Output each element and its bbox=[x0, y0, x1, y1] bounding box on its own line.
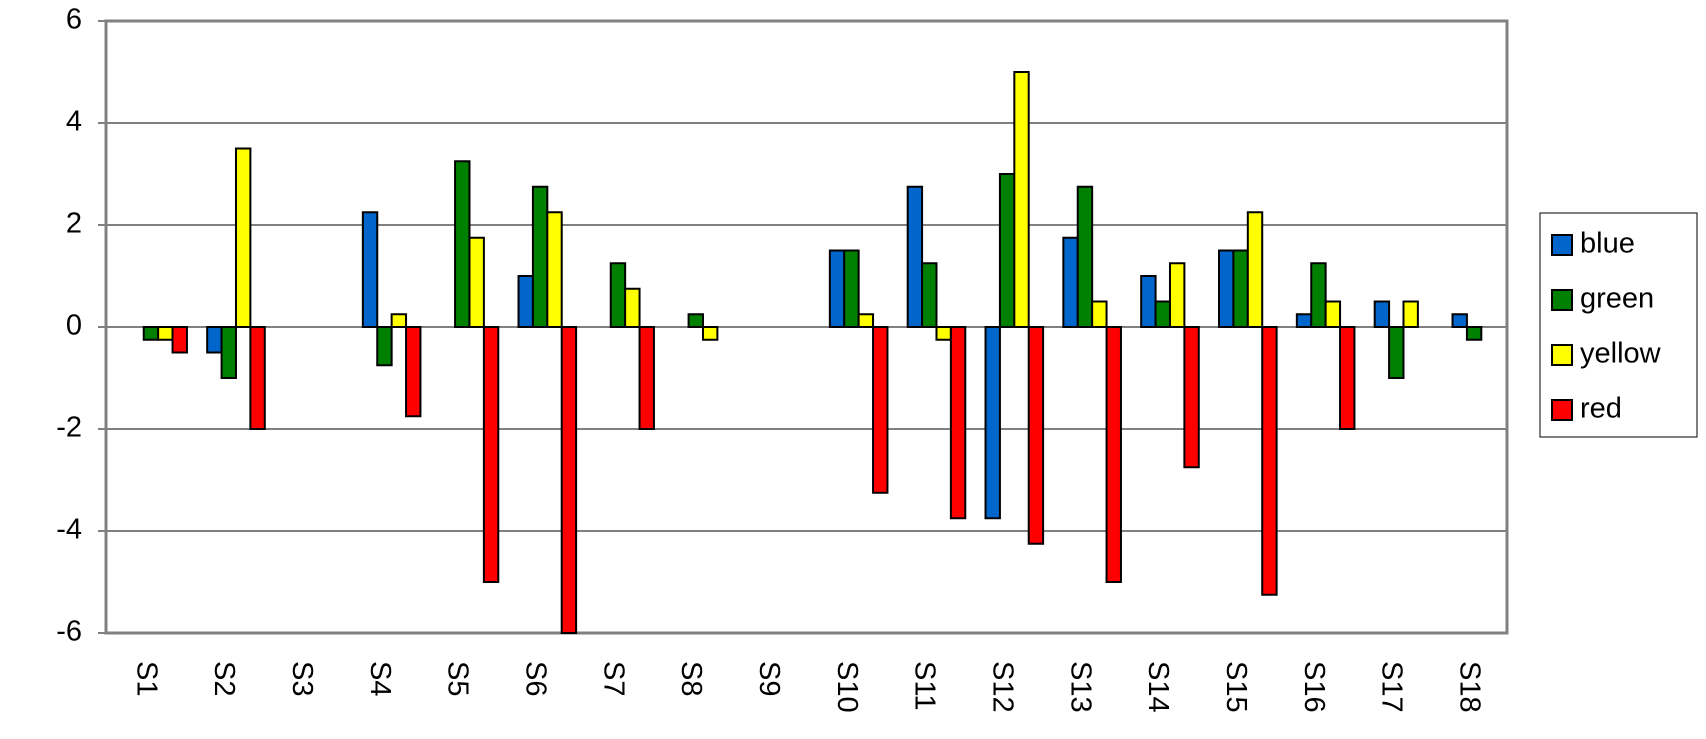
bar bbox=[1310, 262, 1327, 328]
y-tick-label: 2 bbox=[66, 208, 82, 240]
bar bbox=[857, 313, 875, 328]
legend-swatch bbox=[1551, 289, 1573, 311]
x-tick-label: S6 bbox=[519, 661, 551, 696]
bar bbox=[638, 326, 655, 430]
legend-label: red bbox=[1580, 393, 1622, 425]
x-tick-label: S2 bbox=[208, 661, 240, 696]
y-tick-label: -6 bbox=[56, 616, 82, 648]
x-tick-label: S18 bbox=[1453, 661, 1485, 713]
bar bbox=[1295, 313, 1313, 328]
bar bbox=[376, 326, 393, 367]
bar bbox=[1105, 326, 1122, 583]
x-tick-label: S4 bbox=[364, 661, 396, 696]
bar bbox=[701, 326, 719, 341]
x-tick-label: S11 bbox=[909, 661, 941, 710]
bar bbox=[531, 185, 549, 328]
bar bbox=[872, 326, 889, 494]
bar bbox=[687, 313, 704, 328]
bar bbox=[1154, 300, 1171, 328]
bar bbox=[1076, 185, 1094, 328]
bar bbox=[984, 326, 1001, 520]
bar bbox=[1373, 300, 1391, 328]
bar bbox=[1218, 249, 1235, 328]
bar bbox=[206, 326, 223, 354]
bar bbox=[1451, 313, 1468, 328]
x-tick-label: S9 bbox=[753, 661, 785, 696]
y-tick-label: -4 bbox=[56, 514, 82, 546]
bar bbox=[482, 326, 500, 583]
y-tick-label: 4 bbox=[66, 106, 82, 138]
bar bbox=[828, 249, 846, 328]
legend-label: blue bbox=[1580, 228, 1635, 260]
y-tick-label: -2 bbox=[56, 412, 82, 444]
y-tick-label: 6 bbox=[66, 4, 82, 36]
x-tick-label: S15 bbox=[1220, 661, 1252, 713]
bar bbox=[906, 185, 924, 328]
bar bbox=[1140, 275, 1157, 328]
bar bbox=[560, 326, 578, 634]
bar bbox=[361, 211, 379, 328]
bar bbox=[405, 326, 422, 418]
x-tick-label: S1 bbox=[130, 661, 162, 696]
x-tick-label: S13 bbox=[1064, 661, 1096, 713]
x-tick-label: S3 bbox=[286, 661, 318, 696]
bar bbox=[171, 326, 188, 354]
legend-label: yellow bbox=[1580, 338, 1662, 370]
bar bbox=[1091, 300, 1108, 328]
bar bbox=[998, 173, 1016, 328]
bar bbox=[843, 249, 860, 328]
bar bbox=[1027, 326, 1045, 545]
legend-swatch bbox=[1551, 344, 1573, 366]
x-tick-label: S10 bbox=[831, 661, 863, 713]
bar bbox=[1013, 71, 1030, 328]
x-tick-label: S5 bbox=[442, 661, 474, 696]
legend-label: green bbox=[1580, 283, 1654, 315]
bar bbox=[624, 287, 641, 328]
bar bbox=[1324, 300, 1342, 328]
x-tick-label: S14 bbox=[1142, 661, 1174, 713]
x-tick-label: S12 bbox=[986, 661, 1018, 713]
bar bbox=[1062, 236, 1079, 328]
bar bbox=[1402, 300, 1419, 328]
x-tick-label: S17 bbox=[1376, 661, 1408, 713]
bar bbox=[390, 313, 408, 328]
bar bbox=[517, 275, 534, 328]
bar bbox=[157, 326, 174, 341]
plot-border bbox=[104, 19, 1509, 635]
bar bbox=[1465, 326, 1483, 341]
y-tick-label: 0 bbox=[66, 310, 82, 342]
bar bbox=[454, 160, 471, 328]
bar bbox=[546, 211, 563, 328]
bar bbox=[1261, 326, 1278, 596]
bar bbox=[1388, 326, 1405, 379]
bar bbox=[1168, 262, 1186, 328]
bar bbox=[1246, 211, 1264, 328]
x-tick-label: S16 bbox=[1298, 661, 1330, 713]
x-tick-label: S7 bbox=[597, 661, 629, 696]
bar bbox=[1183, 326, 1200, 469]
bar bbox=[142, 326, 160, 341]
bar bbox=[921, 262, 938, 328]
bar bbox=[1232, 249, 1249, 328]
x-tick-label: S8 bbox=[675, 661, 707, 696]
bar bbox=[609, 262, 627, 328]
legend-swatch bbox=[1551, 234, 1573, 256]
legend-swatch bbox=[1551, 399, 1573, 421]
bar bbox=[949, 326, 967, 520]
bar bbox=[935, 326, 952, 341]
bar bbox=[234, 147, 252, 328]
bar bbox=[468, 236, 485, 328]
bar bbox=[1339, 326, 1356, 430]
bar bbox=[220, 326, 237, 379]
bar bbox=[249, 326, 266, 430]
